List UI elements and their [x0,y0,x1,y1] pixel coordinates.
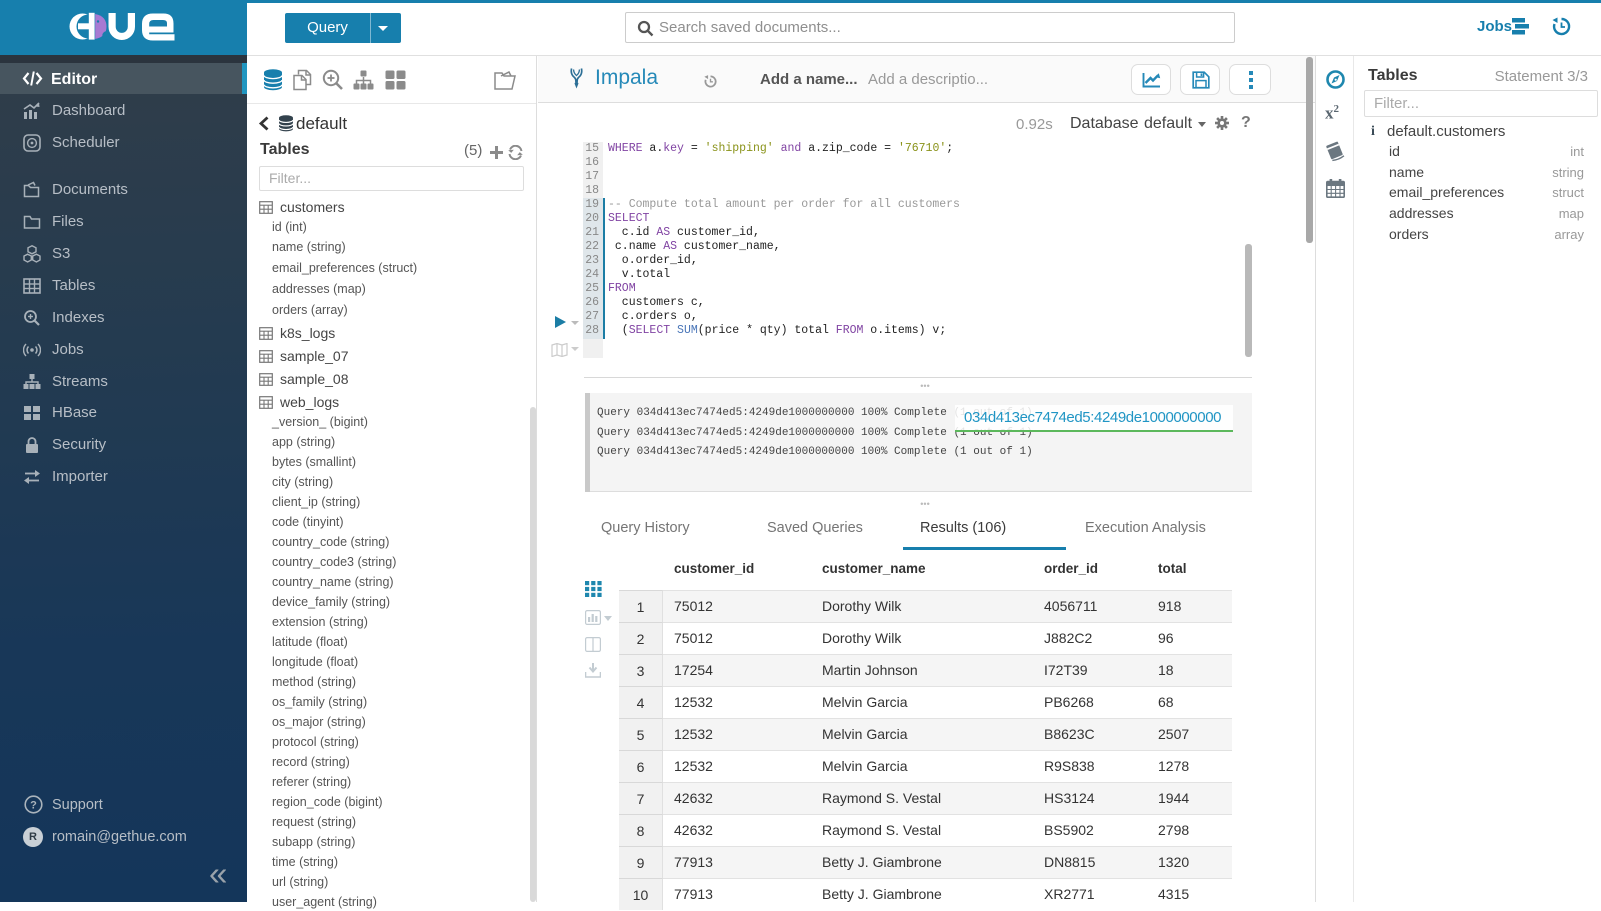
svg-text:?: ? [30,800,37,812]
